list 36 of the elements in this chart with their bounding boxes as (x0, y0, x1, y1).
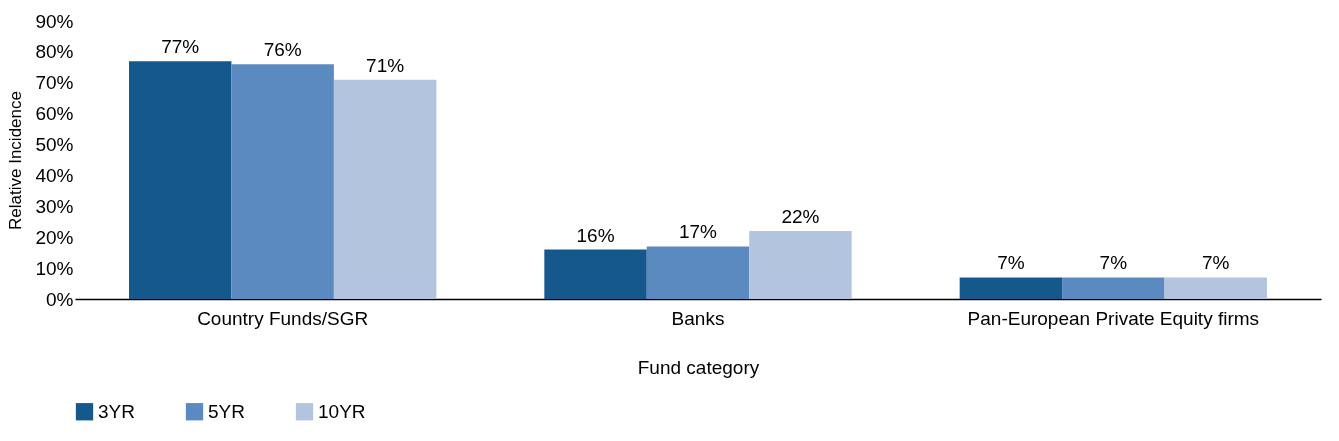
legend-label: 3YR (98, 400, 135, 422)
data-label: 7% (1099, 252, 1128, 274)
data-label: 77% (161, 36, 200, 58)
bar (333, 79, 437, 299)
x-tick-label: Pan-European Private Equity firms (967, 307, 1260, 329)
data-label: 7% (997, 252, 1025, 274)
bar (1062, 277, 1165, 299)
x-tick-label: Country Funds/SGR (197, 307, 369, 329)
y-tick-label: 50% (35, 134, 74, 156)
y-tick-label: 70% (35, 72, 74, 94)
x-axis-title: Fund category (637, 356, 760, 378)
legend-label: 5YR (208, 400, 245, 422)
data-label: 7% (1202, 252, 1230, 274)
y-tick-label: 30% (35, 195, 74, 217)
y-tick-label: 40% (35, 164, 74, 186)
bar (128, 61, 232, 299)
bar (544, 249, 647, 299)
y-tick-label: 10% (35, 257, 74, 279)
data-label: 22% (781, 206, 820, 228)
data-label: 71% (366, 54, 405, 76)
bar (749, 231, 852, 299)
data-label: 17% (678, 221, 718, 243)
legend-label: 10YR (318, 400, 366, 422)
data-label: 16% (576, 224, 615, 246)
data-label: 76% (263, 39, 302, 61)
y-tick-label: 20% (35, 226, 74, 248)
x-tick-label: Banks (671, 307, 725, 329)
y-tick-label: 60% (35, 103, 74, 125)
y-tick-label: 90% (35, 10, 74, 32)
y-axis-title: Relative Incidence (6, 91, 26, 230)
bar (646, 246, 750, 299)
y-tick-label: 80% (35, 41, 74, 63)
bar (1164, 277, 1268, 299)
y-tick-label: 0% (46, 288, 74, 310)
bar (959, 277, 1063, 299)
bar (231, 64, 334, 299)
